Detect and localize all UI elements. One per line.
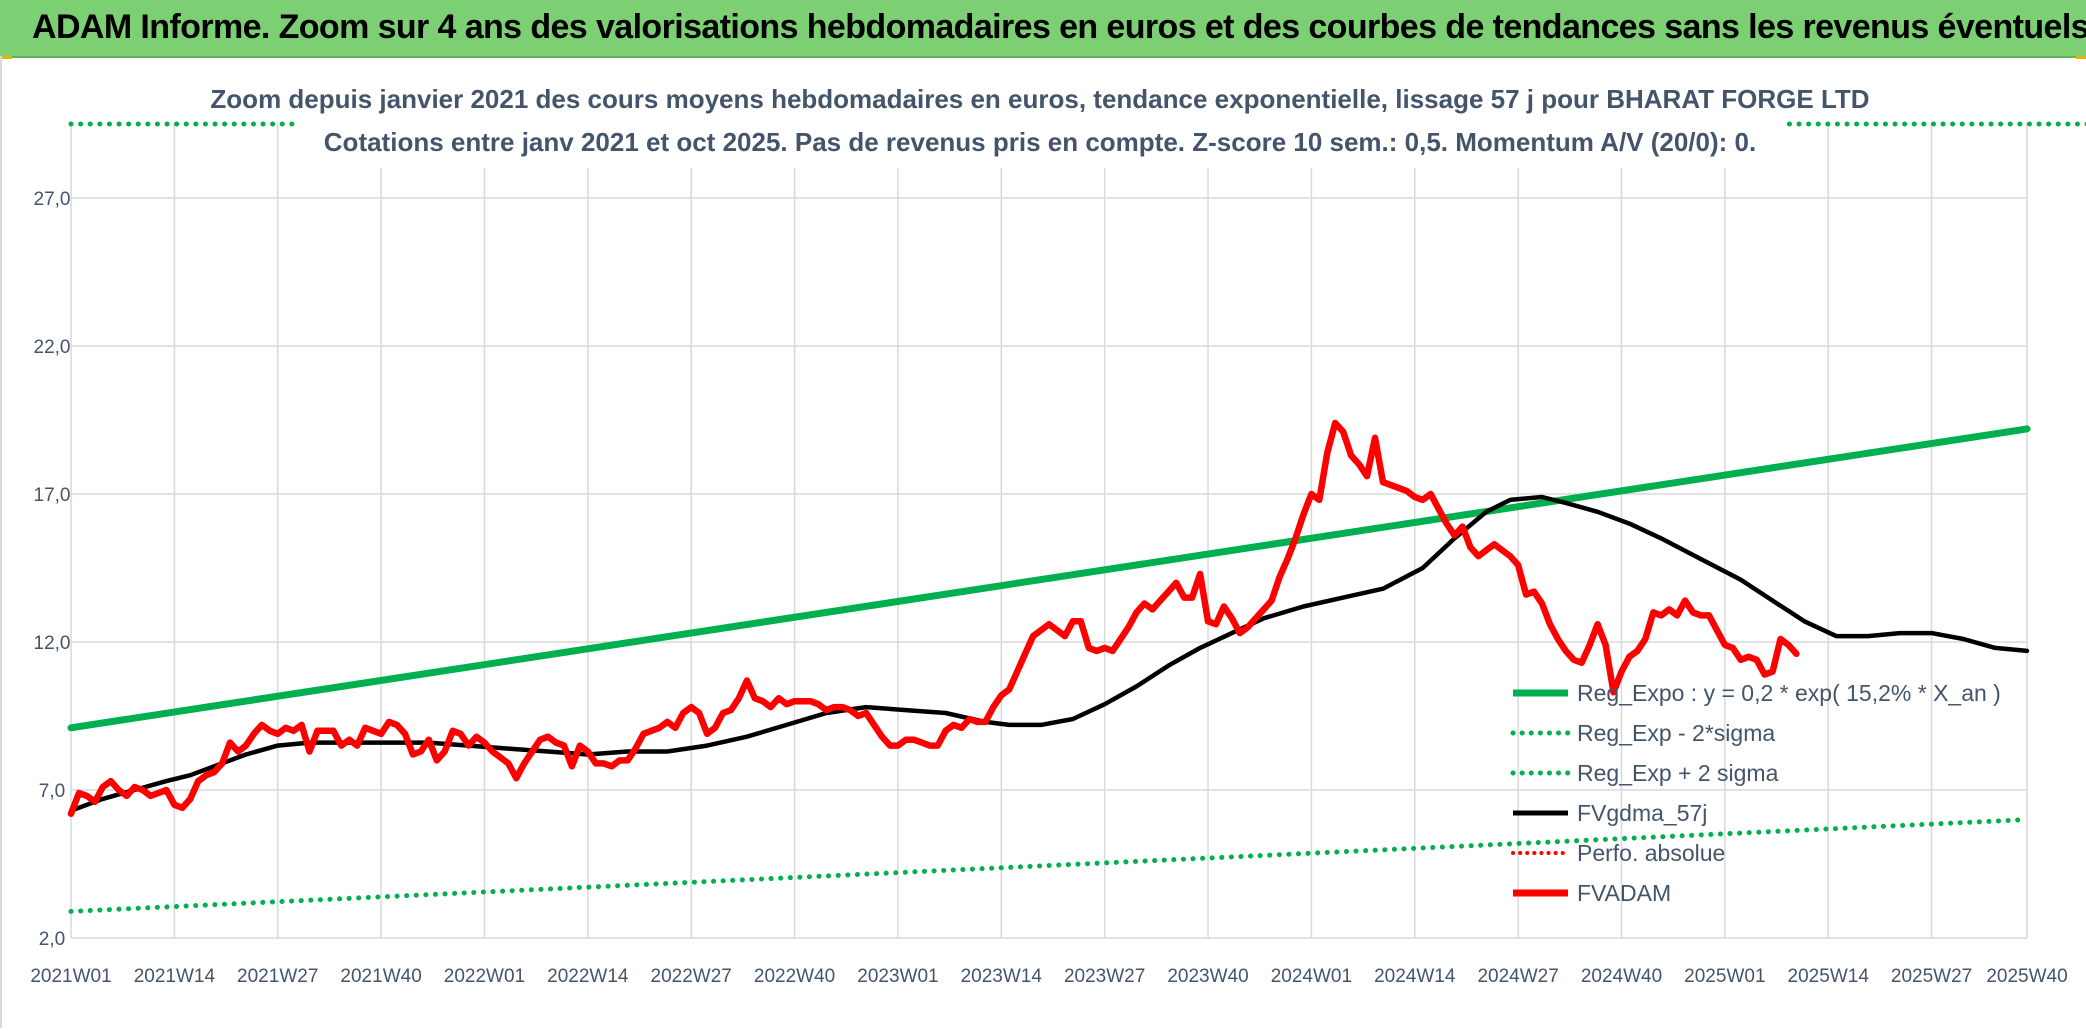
x-tick-label: 2024W14 (1374, 966, 1456, 987)
x-tick-label: 2022W40 (754, 966, 835, 987)
x-tick-label: 2025W01 (1684, 966, 1765, 987)
x-tick-label: 2025W40 (1986, 966, 2067, 987)
x-tick-label: 2022W01 (444, 966, 525, 987)
x-tick-label: 2023W27 (1064, 966, 1145, 987)
y-tick-label: 7,0 (39, 781, 65, 802)
chart-title: Zoom depuis janvier 2021 des cours moyen… (210, 84, 1869, 114)
x-tick-label: 2023W01 (857, 966, 938, 987)
series-fvadam (67, 419, 1800, 817)
legend-label-fvadam: FVADAM (1577, 880, 1671, 906)
x-tick-label: 2023W14 (961, 966, 1043, 987)
legend-label-perfo: Perfo. absolue (1577, 840, 1725, 866)
legend-label-reg-plus-sigma: Reg_Exp + 2 sigma (1577, 760, 1779, 786)
series-fvgdma (68, 494, 2030, 813)
title-background (295, 80, 1785, 168)
y-tick-label: 17,0 (34, 485, 71, 506)
y-tick-label: 2,0 (39, 929, 65, 950)
grid-lines (70, 124, 2028, 939)
chart-legend: Reg_Expo : y = 0,2 * exp( 15,2% * X_an )… (1510, 680, 2001, 906)
x-tick-label: 2024W40 (1581, 966, 1662, 987)
x-tick-label: 2025W14 (1788, 966, 1870, 987)
chart-subtitle: Cotations entre janv 2021 et oct 2025. P… (324, 127, 1756, 157)
x-tick-label: 2021W14 (134, 966, 216, 987)
report-title: ADAM Informe. Zoom sur 4 ans des valoris… (32, 8, 2086, 46)
series-reg-minus-sigma (68, 817, 2030, 914)
legend-label-reg-minus-sigma: Reg_Exp - 2*sigma (1577, 720, 1775, 746)
y-tick-label: 27,0 (34, 189, 71, 210)
axis-ticks: 2,0 7,0 12,0 17,0 22,0 27,0 2021W01 2021W14 2021… (30, 189, 2067, 987)
legend-label-fvgdma: FVgdma_57j (1577, 800, 1707, 826)
frame-corner-marker (2076, 56, 2086, 59)
series-lines (67, 121, 2086, 914)
frame-corner-marker (2, 56, 12, 59)
x-tick-label: 2025W27 (1891, 966, 1972, 987)
x-tick-label: 2022W27 (651, 966, 732, 987)
x-tick-label: 2024W27 (1477, 966, 1558, 987)
series-reg-expo (67, 425, 2031, 732)
y-tick-label: 22,0 (34, 337, 71, 358)
chart-frame (0, 56, 2086, 1028)
report-header: ADAM Informe. Zoom sur 4 ans des valoris… (0, 0, 2086, 58)
x-tick-label: 2023W40 (1167, 966, 1248, 987)
y-tick-label: 12,0 (34, 633, 71, 654)
x-tick-label: 2021W01 (30, 966, 111, 987)
x-tick-label: 2022W14 (547, 966, 629, 987)
x-tick-label: 2024W01 (1271, 966, 1352, 987)
x-tick-label: 2021W40 (340, 966, 421, 987)
legend-label-reg-expo: Reg_Expo : y = 0,2 * exp( 15,2% * X_an ) (1577, 680, 2001, 706)
x-tick-label: 2021W27 (237, 966, 318, 987)
